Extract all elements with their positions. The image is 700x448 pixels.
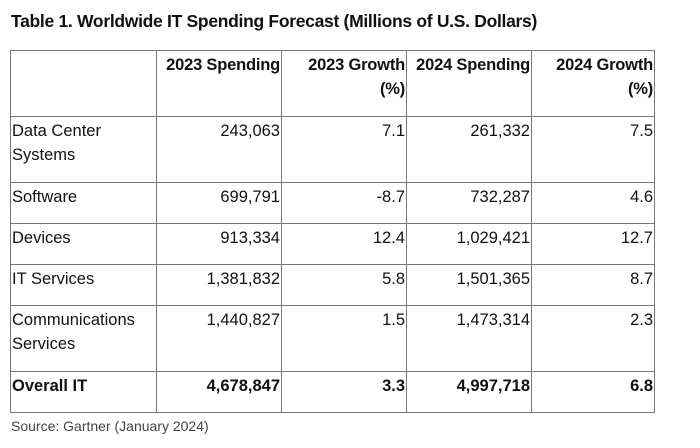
cell-2023-growth: -8.7 [281, 182, 407, 224]
cell-2023-growth: 7.1 [281, 116, 407, 183]
cell-2024-growth: 8.7 [531, 264, 655, 306]
cell-2023-spending: 1,440,827 [156, 305, 282, 372]
cell-2023-growth: 1.5 [281, 305, 407, 372]
table-row: Software 699,791 -8.7 732,287 4.6 [10, 182, 655, 224]
total-2023-growth: 3.3 [281, 371, 407, 413]
row-label: Data Center Systems [10, 116, 157, 183]
header-2024-spending: 2024 Spending [406, 50, 532, 117]
cell-2024-growth: 2.3 [531, 305, 655, 372]
table-row: Communications Services 1,440,827 1.5 1,… [10, 305, 655, 372]
row-label: IT Services [10, 264, 157, 306]
header-category [10, 50, 157, 117]
cell-2024-spending: 1,029,421 [406, 223, 532, 265]
row-label: Software [10, 182, 157, 224]
cell-2024-spending: 1,473,314 [406, 305, 532, 372]
cell-2024-spending: 1,501,365 [406, 264, 532, 306]
row-label: Communications Services [10, 305, 157, 372]
cell-2024-growth: 12.7 [531, 223, 655, 265]
header-2024-growth: 2024 Growth (%) [531, 50, 655, 117]
table-title: Table 1. Worldwide IT Spending Forecast … [11, 11, 537, 31]
cell-2023-spending: 1,381,832 [156, 264, 282, 306]
row-label: Devices [10, 223, 157, 265]
table-row: Data Center Systems 243,063 7.1 261,332 … [10, 116, 655, 183]
header-2023-growth: 2023 Growth (%) [281, 50, 407, 117]
table-row: Devices 913,334 12.4 1,029,421 12.7 [10, 223, 655, 265]
cell-2023-spending: 243,063 [156, 116, 282, 183]
source-note: Source: Gartner (January 2024) [11, 418, 209, 434]
total-2024-spending: 4,997,718 [406, 371, 532, 413]
header-row: 2023 Spending 2023 Growth (%) 2024 Spend… [10, 50, 655, 117]
header-2023-spending: 2023 Spending [156, 50, 282, 117]
cell-2023-growth: 12.4 [281, 223, 407, 265]
cell-2024-spending: 261,332 [406, 116, 532, 183]
cell-2023-spending: 699,791 [156, 182, 282, 224]
cell-2023-spending: 913,334 [156, 223, 282, 265]
it-spending-table: 2023 Spending 2023 Growth (%) 2024 Spend… [10, 50, 655, 413]
cell-2023-growth: 5.8 [281, 264, 407, 306]
total-row: Overall IT 4,678,847 3.3 4,997,718 6.8 [10, 371, 655, 413]
cell-2024-growth: 7.5 [531, 116, 655, 183]
cell-2024-growth: 4.6 [531, 182, 655, 224]
total-label: Overall IT [10, 371, 157, 413]
total-2024-growth: 6.8 [531, 371, 655, 413]
total-2023-spending: 4,678,847 [156, 371, 282, 413]
table-row: IT Services 1,381,832 5.8 1,501,365 8.7 [10, 264, 655, 306]
cell-2024-spending: 732,287 [406, 182, 532, 224]
